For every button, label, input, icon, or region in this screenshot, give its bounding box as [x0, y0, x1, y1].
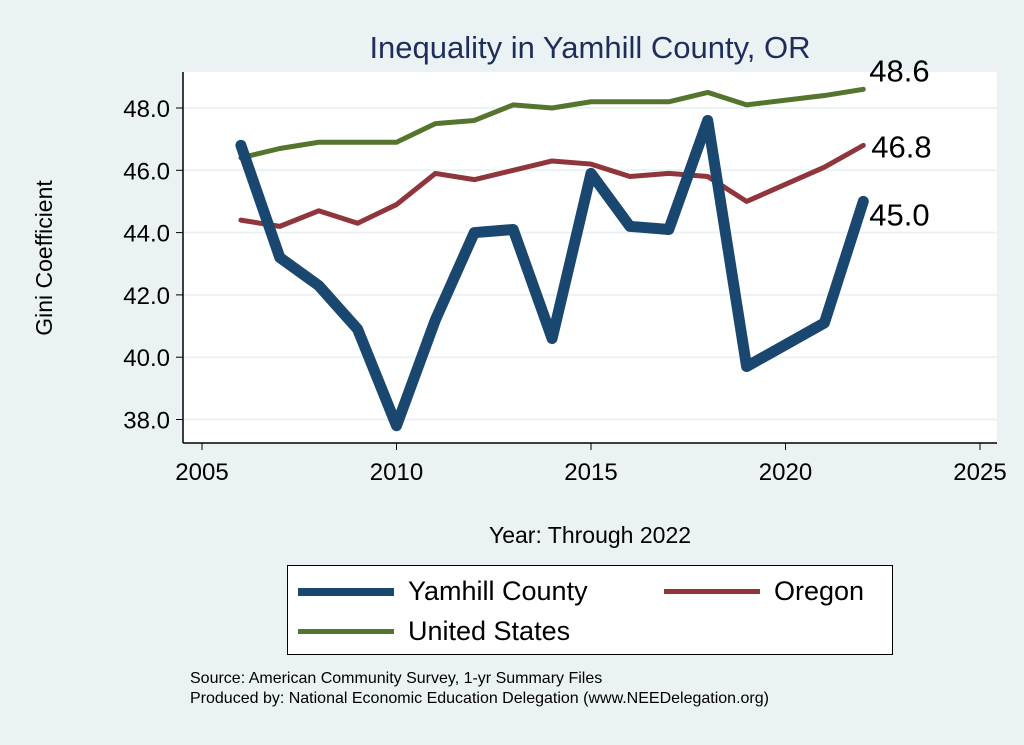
x-tick-label: 2010: [370, 459, 423, 486]
legend-label: Oregon: [774, 576, 865, 606]
y-tick-label: 40.0: [123, 345, 170, 372]
legend: Yamhill County Oregon United States: [287, 565, 893, 655]
legend-label: Yamhill County: [408, 576, 588, 606]
source-note: Source: American Community Survey, 1-yr …: [190, 670, 603, 687]
legend-item-oregon: Oregon: [664, 576, 864, 607]
legend-label: United States: [408, 616, 571, 646]
end-value-label: 46.8: [871, 129, 931, 164]
y-tick-label: 46.0: [123, 158, 170, 185]
legend-swatch: [664, 589, 760, 594]
legend-item-us: United States: [298, 616, 570, 647]
y-tick-label: 44.0: [123, 221, 170, 248]
produced-note: Produced by: National Economic Education…: [190, 690, 769, 707]
x-tick-label: 2015: [564, 459, 617, 486]
legend-item-yamhill: Yamhill County: [298, 576, 588, 607]
series-line-oregon: [238, 142, 866, 229]
legend-swatch: [298, 629, 394, 634]
series-line-united-states: [238, 86, 866, 161]
x-tick-label: 2020: [759, 459, 812, 486]
x-tick-label: 2025: [953, 459, 1006, 486]
y-tick-label: 48.0: [123, 96, 170, 123]
chart-title: Inequality in Yamhill County, OR: [369, 30, 810, 65]
y-axis-label: Gini Coefficient: [31, 180, 57, 336]
x-axis-label: Year: Through 2022: [489, 522, 691, 548]
x-tick-label: 2005: [175, 459, 228, 486]
y-tick-label: 38.0: [123, 408, 170, 435]
y-tick-label: 42.0: [123, 283, 170, 310]
plot-svg: Inequality in Yamhill County, OR 38.0 40.…: [31, 30, 1007, 548]
end-value-label: 45.0: [869, 197, 929, 232]
legend-swatch: [298, 587, 394, 596]
series-line-yamhill-county: [235, 114, 869, 432]
plot-area: [183, 72, 997, 443]
end-value-label: 48.6: [869, 53, 929, 88]
